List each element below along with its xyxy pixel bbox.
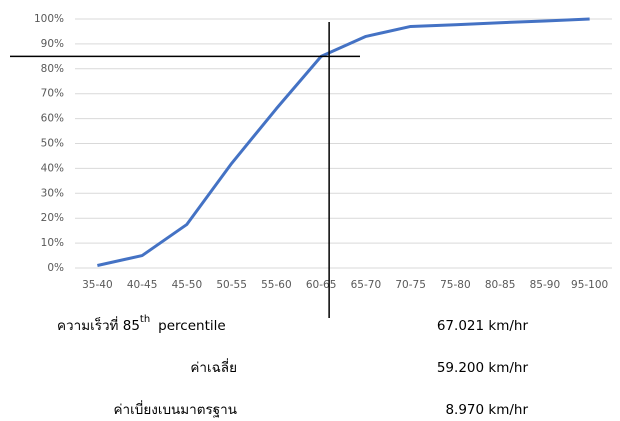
stat-label: ค่าเฉลี่ย — [190, 358, 237, 376]
y-tick-label: 50% — [41, 138, 64, 150]
data-line — [97, 17, 590, 267]
y-tick-label: 100% — [34, 13, 64, 25]
x-tick-label: 45-50 — [172, 279, 203, 291]
y-tick-label: 0% — [47, 262, 64, 274]
x-tick-label: 75-80 — [440, 279, 471, 291]
x-tick-label: 85-90 — [530, 279, 561, 291]
stat-label-text: ความเร็วที่ 85 — [57, 316, 140, 334]
y-tick-label: 20% — [41, 212, 64, 224]
x-tick-label: 35-40 — [82, 279, 113, 291]
stat-value: 67.021 km/hr — [437, 318, 529, 334]
stat-label: ค่าเบี่ยงเบนมาตรฐาน — [114, 400, 237, 418]
x-tick-label: 95-100 — [571, 279, 608, 291]
x-tick-label: 40-45 — [127, 279, 158, 291]
stat-value: 8.970 km/hr — [445, 402, 528, 418]
y-tick-label: 70% — [41, 88, 64, 100]
y-tick-label: 40% — [41, 162, 64, 174]
y-tick-label: 60% — [41, 113, 64, 125]
x-tick-label: 50-55 — [216, 279, 247, 291]
y-tick-label: 30% — [41, 187, 64, 199]
x-tick-label: 55-60 — [261, 279, 292, 291]
x-tick-label: 70-75 — [395, 279, 426, 291]
y-tick-label: 90% — [41, 38, 64, 50]
x-tick-label: 60-65 — [306, 279, 337, 291]
x-tick-label: 80-85 — [485, 279, 516, 291]
stat-label-end: percentile — [158, 318, 226, 334]
stat-label-sup: th — [140, 314, 150, 325]
y-tick-label: 80% — [41, 63, 64, 75]
y-tick-label: 10% — [41, 237, 64, 249]
stat-value: 59.200 km/hr — [437, 360, 529, 376]
stat-label: ความเร็วที่ 85th percentile — [57, 314, 226, 334]
x-tick-label: 65-70 — [351, 279, 382, 291]
